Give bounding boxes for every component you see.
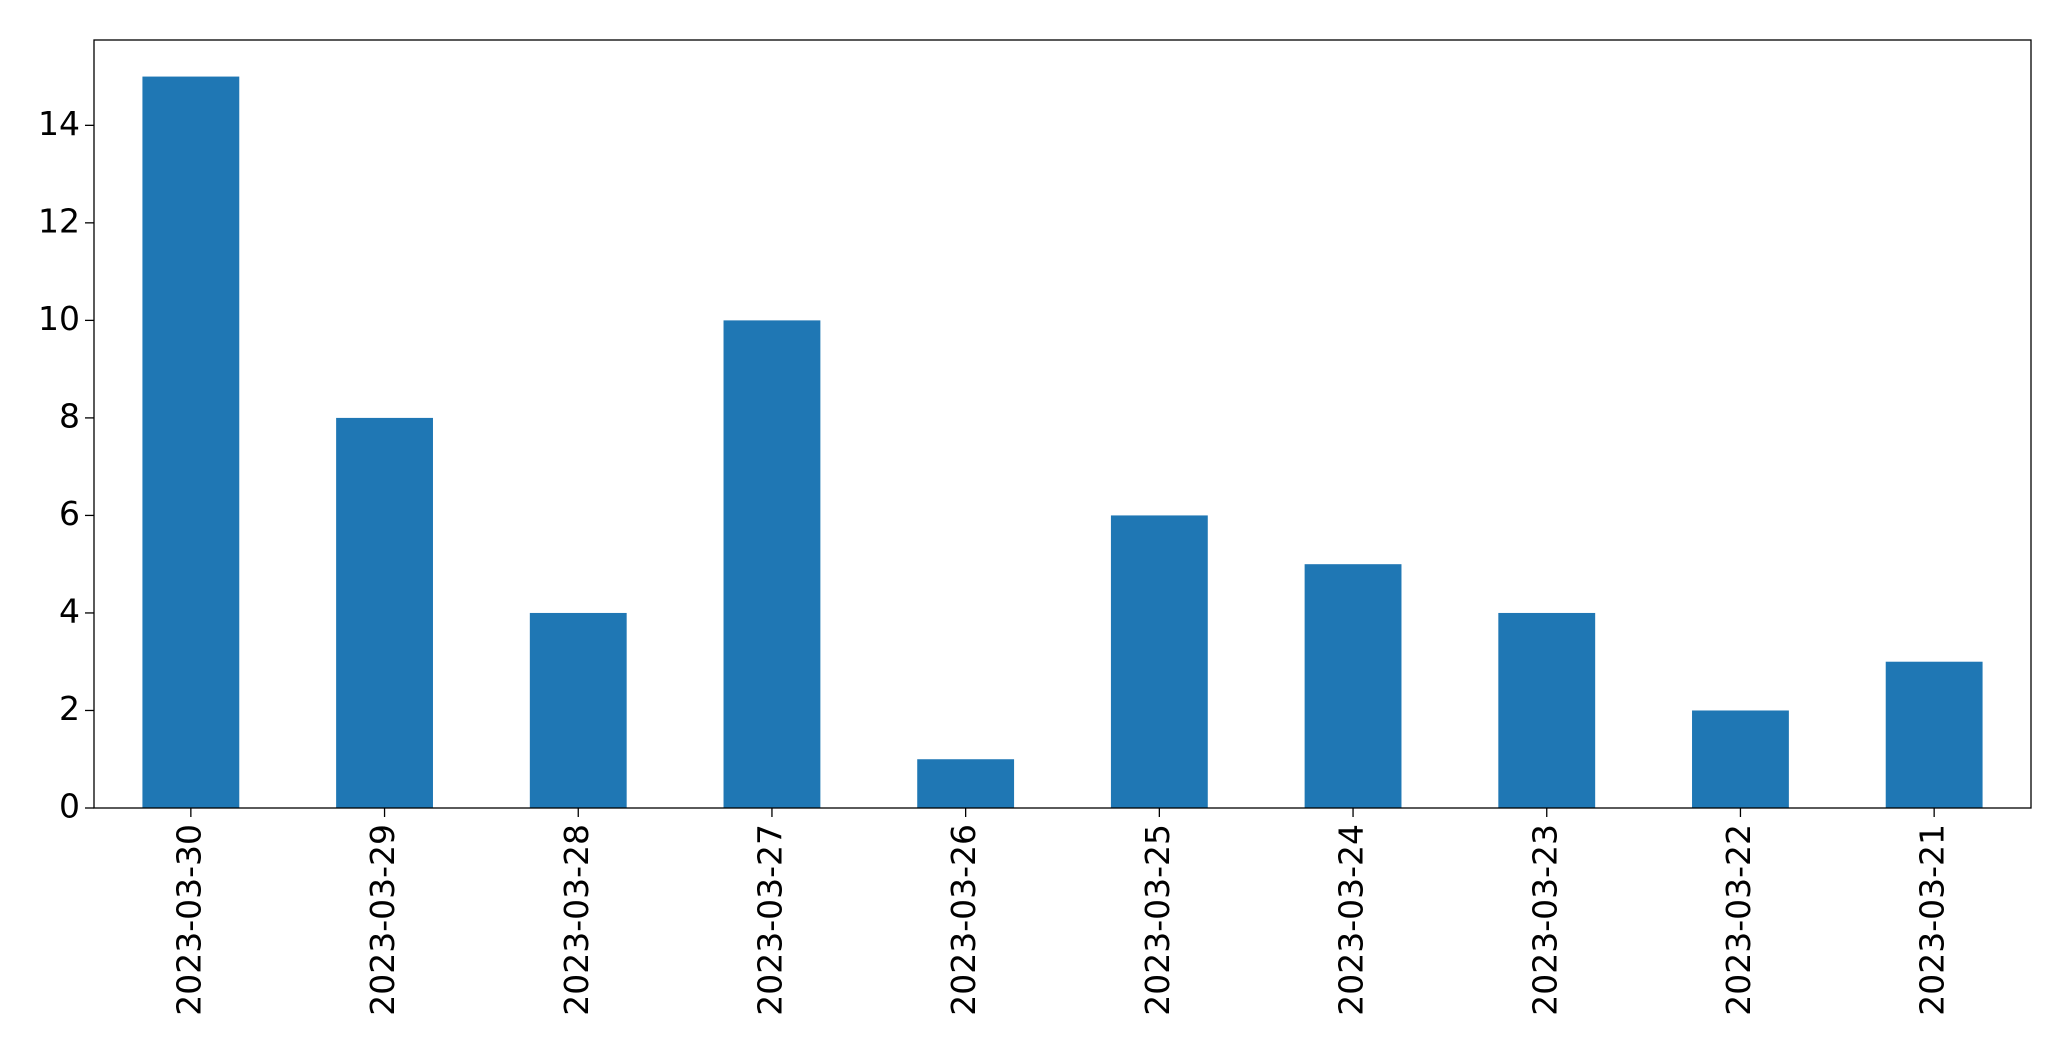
x-tick-label: 2023-03-24 — [1332, 824, 1371, 1016]
bar — [1692, 710, 1789, 808]
bar — [917, 759, 1015, 808]
bar — [1304, 564, 1402, 808]
y-tick-label: 14 — [38, 104, 80, 143]
y-tick-label: 4 — [59, 591, 80, 630]
x-tick-label: 2023-03-23 — [1525, 824, 1564, 1016]
x-tick-label: 2023-03-29 — [363, 824, 402, 1016]
x-tick-label: 2023-03-26 — [944, 824, 983, 1016]
y-tick-label: 2 — [59, 689, 80, 728]
y-tick-label: 6 — [59, 494, 80, 533]
bar — [1885, 661, 1983, 808]
bar — [723, 320, 821, 808]
y-tick-label: 0 — [59, 787, 80, 826]
bar — [142, 76, 240, 809]
x-tick-label: 2023-03-27 — [750, 824, 789, 1016]
plot-frame — [93, 39, 2032, 809]
x-tick-label: 2023-03-28 — [557, 824, 596, 1016]
x-tick-label: 2023-03-25 — [1138, 824, 1177, 1016]
y-tick-label: 10 — [38, 299, 80, 338]
x-tick-label: 2023-03-22 — [1719, 824, 1758, 1016]
bar — [336, 417, 433, 808]
x-tick-label: 2023-03-30 — [169, 824, 208, 1016]
bar — [1110, 515, 1208, 808]
bar — [529, 612, 627, 808]
y-tick-label: 12 — [38, 201, 80, 240]
x-tick-label: 2023-03-21 — [1913, 824, 1952, 1016]
y-tick-label: 8 — [59, 396, 80, 435]
bar — [1498, 612, 1596, 808]
